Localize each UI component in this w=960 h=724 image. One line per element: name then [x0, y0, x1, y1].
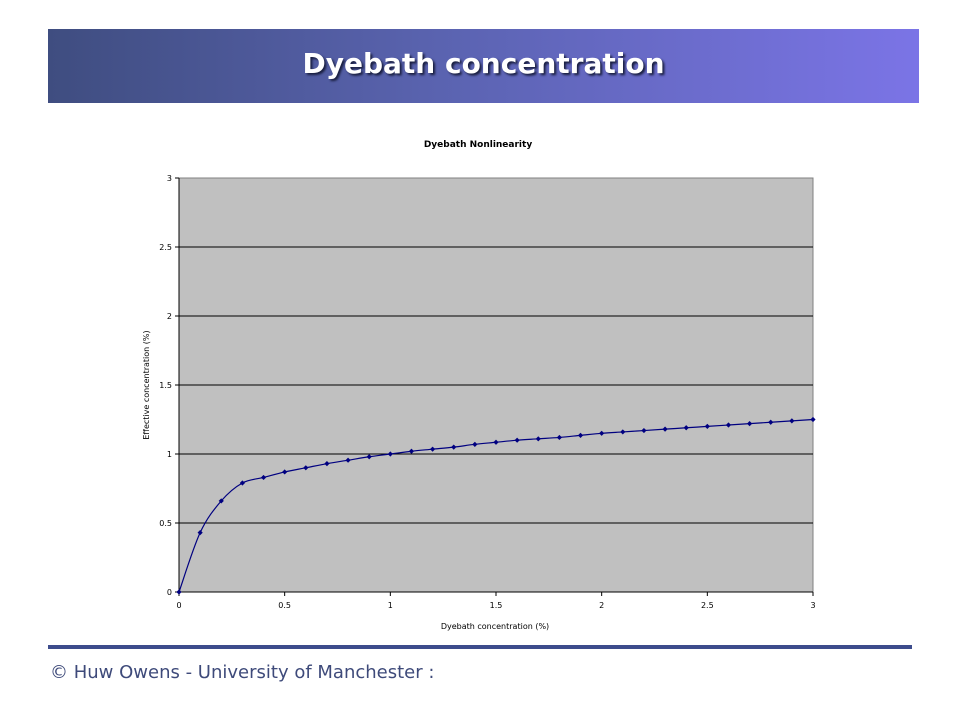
- data-point-5: [282, 469, 288, 475]
- y-tick-label-5: 2.5: [159, 243, 172, 252]
- title-banner: Dyebath concentration: [48, 29, 919, 103]
- data-point-26: [725, 422, 732, 428]
- data-point-14: [472, 441, 478, 447]
- x-axis-label: Dyebath concentration (%): [441, 622, 549, 631]
- data-point-13: [451, 444, 457, 450]
- data-point-17: [535, 436, 541, 442]
- x-tick-label-0: 0: [176, 601, 181, 610]
- data-point-9: [366, 454, 372, 460]
- x-tick-label-4: 2: [599, 601, 604, 610]
- data-point-4: [260, 474, 267, 481]
- data-point-12: [430, 446, 436, 452]
- x-tick-label-3: 1.5: [490, 601, 503, 610]
- data-point-25: [704, 423, 710, 429]
- data-point-28: [768, 419, 774, 425]
- footer-rule: [48, 645, 912, 649]
- data-point-8: [345, 457, 351, 463]
- data-point-29: [789, 418, 795, 424]
- x-tick-label-5: 2.5: [701, 601, 714, 610]
- data-point-0: [176, 589, 182, 595]
- data-point-16: [514, 437, 520, 443]
- data-point-23: [662, 426, 668, 432]
- y-tick-label-6: 3: [167, 174, 172, 183]
- y-tick-label-0: 0: [167, 588, 172, 597]
- slide-title: Dyebath concentration: [302, 46, 665, 80]
- data-point-24: [683, 425, 689, 431]
- data-point-7: [324, 461, 330, 467]
- data-point-19: [577, 432, 584, 438]
- y-tick-label-2: 1: [167, 450, 172, 459]
- data-point-6: [303, 465, 309, 471]
- data-point-15: [493, 439, 499, 445]
- footer-credit: © Huw Owens - University of Manchester :: [50, 662, 435, 683]
- data-point-18: [556, 434, 562, 441]
- data-point-22: [641, 427, 647, 434]
- data-point-1: [197, 530, 203, 536]
- data-point-20: [599, 430, 605, 436]
- y-tick-label-3: 1.5: [159, 381, 172, 390]
- chart-title: Dyebath Nonlinearity: [424, 140, 533, 150]
- data-point-11: [408, 448, 415, 454]
- data-point-2: [218, 498, 224, 504]
- data-point-21: [620, 429, 626, 435]
- y-axis-label: Effective concentration (%): [142, 330, 151, 439]
- data-point-3: [239, 480, 245, 486]
- x-tick-label-6: 3: [810, 601, 815, 610]
- y-tick-label-4: 2: [167, 312, 172, 321]
- data-point-27: [747, 421, 753, 427]
- x-tick-label-2: 1: [388, 601, 393, 610]
- y-tick-label-1: 0.5: [159, 519, 172, 528]
- data-point-30: [810, 416, 816, 423]
- data-point-10: [387, 451, 393, 457]
- x-tick-label-1: 0.5: [278, 601, 291, 610]
